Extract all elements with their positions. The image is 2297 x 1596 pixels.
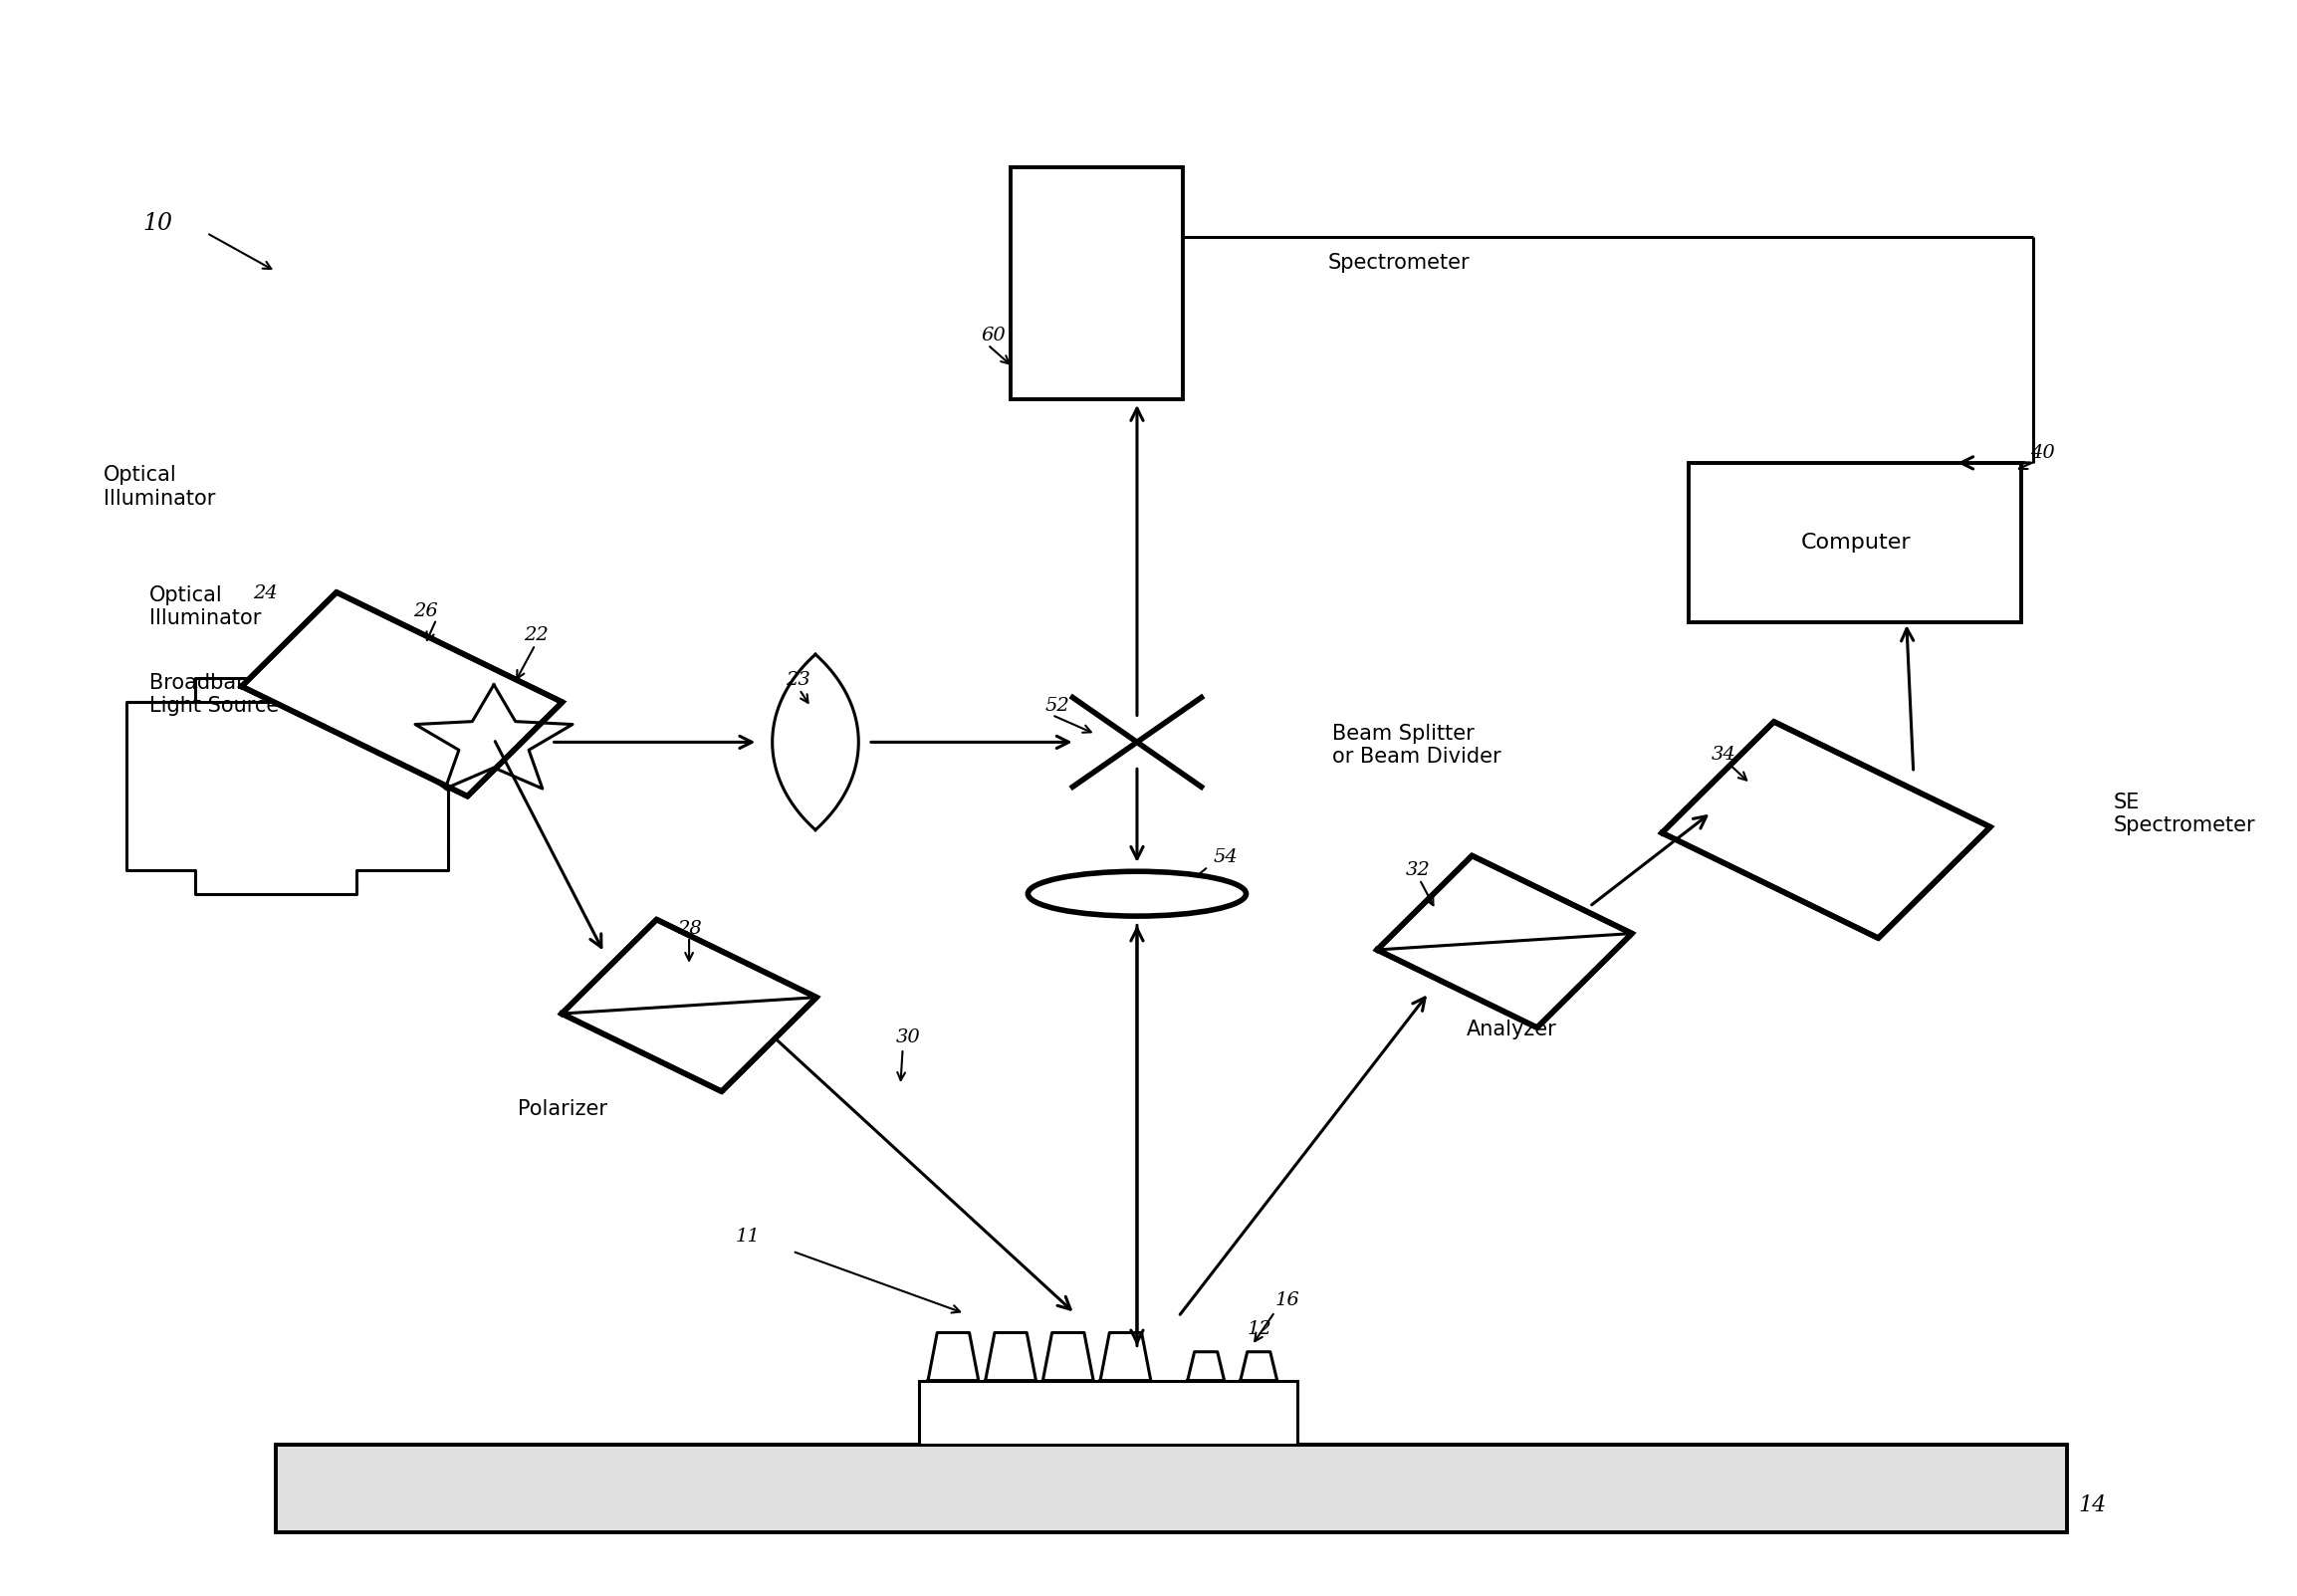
Text: 10: 10 bbox=[142, 212, 172, 235]
Text: 40: 40 bbox=[2031, 444, 2056, 463]
Polygon shape bbox=[1378, 855, 1631, 1028]
Bar bbox=[276, 1444, 2067, 1532]
Text: 12: 12 bbox=[1247, 1320, 1273, 1339]
Text: Computer: Computer bbox=[1801, 533, 1911, 552]
Polygon shape bbox=[563, 919, 815, 1092]
Text: 30: 30 bbox=[896, 1028, 921, 1047]
Text: 28: 28 bbox=[678, 919, 703, 938]
Text: Optical
Illuminator: Optical Illuminator bbox=[103, 466, 216, 508]
Bar bbox=[919, 1381, 1298, 1444]
Text: 54: 54 bbox=[1213, 847, 1238, 867]
Text: 14: 14 bbox=[2079, 1495, 2106, 1516]
Text: 16: 16 bbox=[1275, 1291, 1300, 1310]
Text: SE
Spectrometer: SE Spectrometer bbox=[2113, 793, 2256, 835]
Text: 11: 11 bbox=[735, 1227, 760, 1246]
Text: 32: 32 bbox=[1406, 860, 1431, 879]
Text: Broadband
Light Source: Broadband Light Source bbox=[149, 674, 278, 715]
Text: 23: 23 bbox=[786, 670, 811, 689]
Bar bbox=[1688, 463, 2021, 622]
Text: Spectrometer: Spectrometer bbox=[1328, 254, 1470, 273]
Text: 26: 26 bbox=[413, 602, 439, 621]
Text: 24: 24 bbox=[253, 584, 278, 603]
Text: Analyzer: Analyzer bbox=[1465, 1020, 1557, 1039]
Text: 22: 22 bbox=[524, 626, 549, 645]
Text: Beam Splitter
or Beam Divider: Beam Splitter or Beam Divider bbox=[1332, 725, 1502, 766]
Polygon shape bbox=[1663, 721, 1989, 938]
Text: Optical
Illuminator: Optical Illuminator bbox=[149, 586, 262, 627]
Text: 34: 34 bbox=[1711, 745, 1737, 764]
Bar bbox=[1011, 168, 1183, 399]
Text: 60: 60 bbox=[981, 326, 1006, 345]
Ellipse shape bbox=[1027, 871, 1245, 916]
Text: Polarizer: Polarizer bbox=[517, 1100, 609, 1119]
Text: 52: 52 bbox=[1045, 696, 1070, 715]
Polygon shape bbox=[241, 592, 563, 796]
